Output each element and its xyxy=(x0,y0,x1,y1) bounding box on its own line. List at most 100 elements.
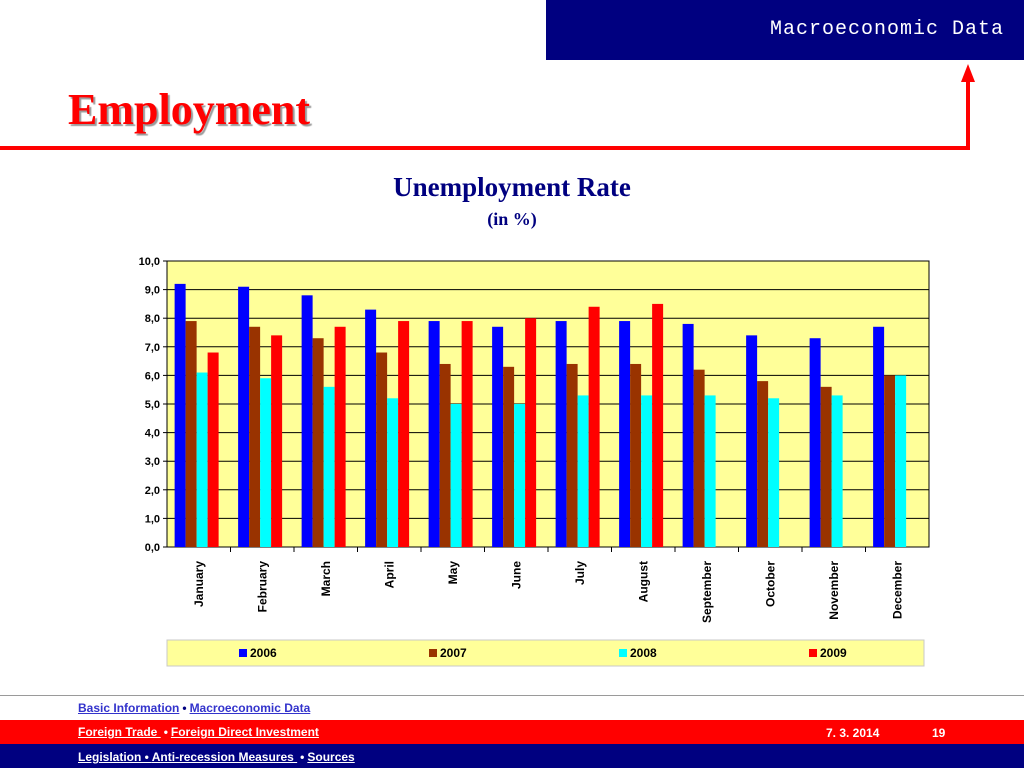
x-category-label: March xyxy=(319,561,333,596)
bar-2007-december xyxy=(884,375,896,547)
unemployment-bar-chart: 0,0 1,0 2,0 3,0 4,0 5,0 6,0 7,0 8,0 9,0 10,0 Januar… xyxy=(139,256,930,667)
page-number: 19 xyxy=(932,726,946,740)
y-tick-label: 9,0 xyxy=(145,285,160,297)
nav-separator: • xyxy=(182,701,187,715)
bar-2006-march xyxy=(301,295,313,547)
bar-2008-may xyxy=(450,404,462,547)
legislation-link[interactable]: Legislation • xyxy=(78,750,152,764)
nav-separator: • xyxy=(163,725,168,739)
section-title: Macroeconomic Data xyxy=(769,18,1004,41)
macroeconomic-data-link[interactable]: Macroeconomic Data xyxy=(189,701,311,715)
bar-2006-november xyxy=(809,338,821,547)
legend-swatch-2008 xyxy=(619,649,627,657)
slide-date: 7. 3. 2014 xyxy=(826,726,880,740)
chart-title: Unemployment Rate xyxy=(393,172,631,202)
foreign-trade-link[interactable]: Foreign Trade xyxy=(78,725,161,739)
x-category-label: August xyxy=(636,561,650,602)
y-tick-label: 3,0 xyxy=(145,456,160,468)
footer-links-row-3: Legislation • Anti-recession Measures • S… xyxy=(78,750,355,764)
legend-swatch-2007 xyxy=(429,649,437,657)
x-category-label: November xyxy=(827,561,841,620)
anti-recession-measures-link[interactable]: Anti-recession Measures xyxy=(151,750,298,764)
y-tick-label: 2,0 xyxy=(145,485,160,497)
y-tick-label: 7,0 xyxy=(145,342,160,354)
bar-2007-july xyxy=(566,363,578,547)
legend-label-2009: 2009 xyxy=(820,646,847,660)
footer-nav-row-2 xyxy=(0,720,1024,744)
bar-2007-april xyxy=(376,352,388,547)
x-category-label: September xyxy=(700,561,714,623)
bar-2007-august xyxy=(630,363,642,547)
bar-2007-march xyxy=(312,338,324,547)
bar-2008-august xyxy=(641,395,653,547)
bar-2008-june xyxy=(514,404,526,547)
x-category-label: July xyxy=(573,561,587,585)
bar-2007-january xyxy=(185,321,197,547)
bar-2009-march xyxy=(334,326,346,547)
legend-swatch-2006 xyxy=(239,649,247,657)
bar-2006-april xyxy=(365,309,377,547)
bar-2006-december xyxy=(873,326,885,547)
bar-2008-september xyxy=(704,395,716,547)
bar-2007-september xyxy=(693,369,705,547)
legend-box xyxy=(166,639,925,667)
chart-subtitle: (in %) xyxy=(487,209,537,229)
bar-2006-september xyxy=(682,323,694,547)
nav-separator: • xyxy=(300,750,305,764)
bar-2006-may xyxy=(428,321,440,547)
legend-label-2006: 2006 xyxy=(250,646,277,660)
header-banner: Macroeconomic Data xyxy=(546,0,1024,60)
bar-2009-february xyxy=(271,335,283,547)
x-category-label: October xyxy=(763,561,777,607)
x-category-label: December xyxy=(890,561,904,619)
bar-2006-june xyxy=(492,326,504,547)
y-tick-label: 1,0 xyxy=(145,513,160,525)
bar-2006-february xyxy=(238,286,250,547)
page-title: Employment xyxy=(68,85,310,134)
y-tick-label: 10,0 xyxy=(139,256,160,268)
y-tick-label: 5,0 xyxy=(145,399,160,411)
bar-2009-august xyxy=(652,303,664,547)
bar-2006-august xyxy=(619,321,631,547)
y-tick-label: 8,0 xyxy=(145,313,160,325)
bar-2007-february xyxy=(249,326,261,547)
bar-2007-november xyxy=(820,386,832,547)
bar-2008-july xyxy=(577,395,589,547)
footer-links-row-2: Foreign Trade • Foreign Direct Investment xyxy=(78,725,319,739)
bar-2008-december xyxy=(895,375,907,547)
bar-2008-april xyxy=(387,398,399,547)
bar-2006-october xyxy=(746,335,758,547)
legend-swatch-2009 xyxy=(809,649,817,657)
bar-2007-june xyxy=(503,366,515,547)
x-category-label: May xyxy=(446,561,460,585)
x-category-label: February xyxy=(255,561,269,613)
sources-link[interactable]: Sources xyxy=(307,750,355,764)
y-tick-label: 6,0 xyxy=(145,370,160,382)
x-category-label: June xyxy=(509,561,523,589)
bar-2006-january xyxy=(174,283,186,547)
x-category-label: April xyxy=(382,561,396,588)
bar-2009-january xyxy=(207,352,219,547)
bar-2008-march xyxy=(323,386,335,547)
y-tick-label: 0,0 xyxy=(145,542,160,554)
legend-label-2008: 2008 xyxy=(630,646,657,660)
basic-information-link[interactable]: Basic Information xyxy=(78,701,180,715)
y-tick-label: 4,0 xyxy=(145,428,160,440)
bar-2007-october xyxy=(757,381,769,547)
bar-2008-january xyxy=(196,372,208,547)
x-category-label: January xyxy=(192,561,206,607)
footer-divider xyxy=(0,695,1024,696)
bar-2008-october xyxy=(768,398,780,547)
bar-2009-june xyxy=(525,318,537,547)
bar-2009-may xyxy=(461,321,473,547)
bar-2007-may xyxy=(439,363,451,547)
bar-2008-february xyxy=(260,378,272,547)
foreign-direct-investment-link[interactable]: Foreign Direct Investment xyxy=(170,725,319,739)
footer-nav-row-3 xyxy=(0,744,1024,768)
legend-label-2007: 2007 xyxy=(440,646,467,660)
footer-nav-row-1 xyxy=(0,697,1024,719)
footer-links-row-1: Basic Information • Macroeconomic Data xyxy=(78,701,310,715)
bar-2009-july xyxy=(588,306,600,547)
bar-2009-april xyxy=(398,321,410,547)
